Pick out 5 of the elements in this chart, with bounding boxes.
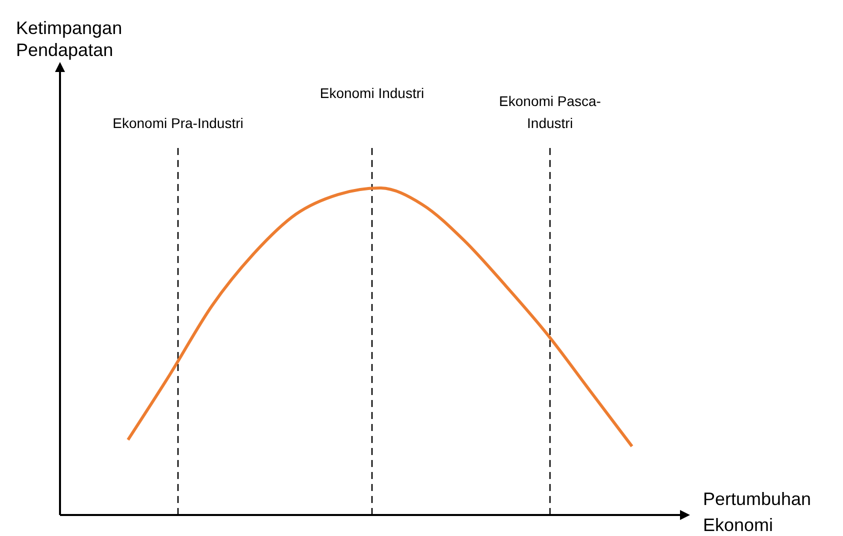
- x-axis-title: Pertumbuhan Ekonomi: [703, 489, 812, 535]
- text: Ekonomi Pra-Industri: [112, 115, 244, 131]
- text: Ekonomi Pasca-Industri: [499, 93, 602, 131]
- text: Ketimpangan Pendapatan: [16, 18, 122, 60]
- text: Ekonomi Industri: [320, 85, 424, 101]
